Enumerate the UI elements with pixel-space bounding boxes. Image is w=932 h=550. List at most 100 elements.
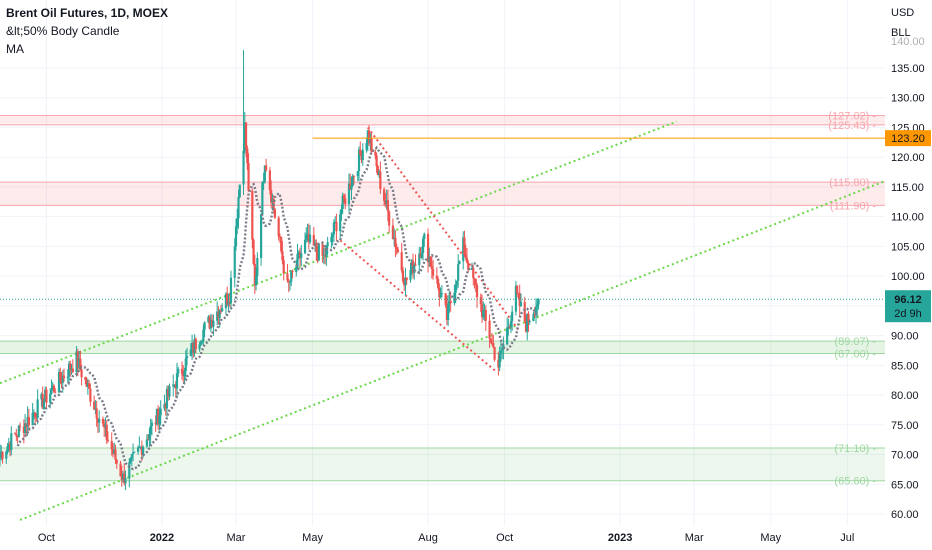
candle-body: [198, 344, 201, 350]
channel-line-green[interactable]: [0, 120, 677, 385]
candle-body: [233, 246, 236, 278]
candle-body: [183, 371, 186, 376]
candle-body: [403, 281, 406, 286]
candle-body: [211, 320, 214, 327]
candle-body: [221, 308, 224, 312]
candle-body: [396, 249, 400, 253]
candle-body: [351, 175, 354, 186]
candle-body: [288, 281, 292, 283]
candle-body: [45, 389, 48, 403]
candle-body: [308, 234, 312, 243]
candles: [0, 50, 540, 490]
candle-body: [502, 344, 505, 350]
zone-labels: (127.02) -(125.43) - (115.80) - (111.90) -…: [828, 110, 876, 487]
candle-body: [194, 338, 197, 350]
candle-body: [440, 293, 443, 295]
candle-body: [24, 423, 27, 433]
candle-body: [256, 257, 259, 277]
indicator-body-candle[interactable]: &lt;50% Body Candle: [6, 24, 120, 38]
candle-body: [242, 150, 245, 185]
zone-label: (65.60) -: [834, 476, 876, 488]
candle-body: [164, 404, 167, 409]
x-tick-label: Oct: [38, 532, 55, 544]
zone-band: [0, 447, 885, 481]
candle-body: [226, 293, 229, 305]
candle-body: [70, 368, 73, 371]
candle-body: [482, 310, 485, 318]
candle-body: [155, 408, 159, 425]
candle-body: [324, 255, 327, 257]
candle-body: [201, 341, 204, 343]
candle-body: [69, 363, 72, 371]
candle-body: [290, 270, 293, 282]
candle-body: [224, 293, 228, 309]
candle-body: [229, 277, 233, 304]
candle-body: [499, 350, 502, 355]
candle-body: [268, 170, 271, 191]
candle-body: [378, 171, 381, 176]
candle-body: [497, 359, 500, 368]
candle-body: [253, 263, 256, 286]
candle-body: [165, 388, 169, 409]
candle-body: [173, 384, 176, 386]
candle-body: [207, 316, 210, 323]
candle-body: [228, 302, 231, 304]
candle-body: [409, 269, 412, 281]
candle-body: [113, 449, 116, 454]
candle-body: [157, 408, 160, 425]
candle-body: [273, 209, 277, 218]
candle-body: [490, 342, 494, 344]
candle-body: [93, 401, 96, 410]
candle-body: [8, 443, 12, 451]
x-axis[interactable]: Oct 2022 Mar May Aug Oct 2023 Mar May Jul: [38, 532, 854, 544]
candle-body: [265, 165, 268, 171]
candle-body: [262, 181, 265, 183]
candle-body: [296, 253, 299, 267]
zone-label: (87.00) -: [834, 348, 876, 360]
candle-body: [330, 236, 333, 243]
candle-body: [420, 253, 423, 258]
candle-body: [159, 408, 162, 416]
candle-body: [85, 379, 88, 387]
candle-body: [523, 301, 526, 322]
candle-body: [384, 200, 387, 205]
y-axis[interactable]: 140.00135.00130.00125.00120.00115.00110.…: [891, 36, 925, 521]
y-tick-label: 65.00: [891, 479, 919, 491]
candle-body: [533, 313, 536, 316]
candle-body: [480, 304, 484, 318]
candle-body: [376, 166, 379, 176]
candle-body: [347, 183, 351, 205]
candle-body: [217, 311, 220, 318]
candle-body: [208, 316, 211, 329]
candle-body: [519, 301, 523, 307]
candle-body: [509, 321, 513, 328]
trendlines: [0, 120, 886, 521]
candle-body: [360, 154, 363, 161]
axis-currency[interactable]: USD: [891, 7, 915, 19]
candle-body: [76, 351, 79, 368]
candle-body: [413, 264, 416, 273]
candle-body: [349, 183, 352, 190]
candle-body: [218, 310, 221, 318]
candle-body: [508, 326, 511, 328]
candle-body: [391, 225, 395, 239]
candle-body: [193, 338, 196, 353]
candle-body: [149, 425, 152, 434]
channel-line-red[interactable]: [339, 239, 497, 373]
candle-body: [57, 371, 61, 393]
axis-unit[interactable]: BLL: [891, 27, 911, 39]
candle-body: [40, 394, 43, 400]
candle-body: [180, 368, 184, 374]
channel-line-red[interactable]: [367, 126, 520, 331]
candle-body: [484, 309, 487, 321]
candle-body: [243, 122, 246, 151]
candle-body: [114, 449, 117, 460]
candle-body: [467, 262, 470, 270]
indicator-ma[interactable]: MA: [6, 42, 24, 56]
candle-body: [361, 149, 364, 161]
candle-body: [526, 313, 529, 332]
zone-label: (127.02) -: [828, 110, 876, 122]
candle-body: [342, 195, 346, 199]
chart-title[interactable]: Brent Oil Futures, 1D, MOEX: [6, 6, 169, 20]
